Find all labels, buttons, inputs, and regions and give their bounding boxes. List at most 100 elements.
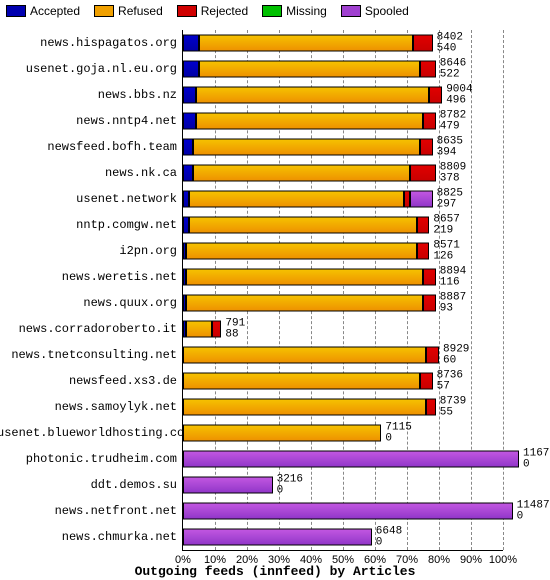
legend-swatch: [94, 5, 114, 17]
bar-row: news.hispagatos.org8402540: [183, 30, 503, 56]
bar-group: 79188: [183, 321, 221, 338]
bar-row: newsfeed.bofh.team8635394: [183, 134, 503, 160]
bar-row: nntp.comgw.net8657219: [183, 212, 503, 238]
legend-label: Rejected: [201, 4, 248, 18]
bar-seg-refused: [199, 61, 420, 78]
bar-group: 8782479: [183, 113, 436, 130]
bar-seg-refused: [186, 295, 423, 312]
bar-value-2: 394: [437, 147, 463, 158]
bar-group: 8571126: [183, 243, 429, 260]
bar-value-labels: 8571126: [429, 240, 459, 262]
bar-value-labels: 79188: [221, 318, 245, 340]
legend-item: Spooled: [341, 4, 409, 18]
bar-value-labels: 8402540: [433, 32, 463, 54]
y-label: newsfeed.xs3.de: [0, 374, 177, 388]
bar-seg-refused: [183, 399, 426, 416]
bar-seg-refused: [189, 191, 403, 208]
bar-seg-rejected: [420, 61, 436, 78]
bar-seg-rejected: [420, 139, 433, 156]
bar-seg-rejected: [423, 113, 436, 130]
bar-value-2: 88: [225, 329, 245, 340]
bar-value-labels: 114870: [513, 500, 550, 522]
bar-group: 9004496: [183, 87, 442, 104]
plot-area: 0%10%20%30%40%50%60%70%80%90%100%news.hi…: [182, 30, 503, 551]
bar-seg-rejected: [429, 87, 442, 104]
legend-label: Missing: [286, 4, 327, 18]
bar-seg-refused: [199, 35, 413, 52]
bar-seg-rejected: [410, 165, 436, 182]
bar-row: usenet.blueworldhosting.com71150: [183, 420, 503, 446]
bar-value-labels: 8825297: [433, 188, 463, 210]
bar-value-labels: 32160: [273, 474, 303, 496]
bar-seg-accepted: [183, 35, 199, 52]
y-label: news.nk.ca: [0, 166, 177, 180]
bar-row: news.corradoroberto.it79188: [183, 316, 503, 342]
bar-value-2: 60: [443, 355, 469, 366]
y-label: news.corradoroberto.it: [0, 322, 177, 336]
bar-group: 8825297: [183, 191, 433, 208]
bar-row: i2pn.org8571126: [183, 238, 503, 264]
bar-seg-rejected: [423, 269, 436, 286]
bar-group: 8809378: [183, 165, 436, 182]
legend-swatch: [177, 5, 197, 17]
bar-value-labels: 873657: [433, 370, 463, 392]
legend-item: Refused: [94, 4, 163, 18]
legend-swatch: [341, 5, 361, 17]
bar-value-labels: 888793: [436, 292, 466, 314]
legend-label: Spooled: [365, 4, 409, 18]
bar-seg-rejected: [426, 347, 439, 364]
bar-seg-refused: [183, 347, 426, 364]
bar-group: 71150: [183, 425, 381, 442]
bar-seg-refused: [183, 425, 381, 442]
bar-value-labels: 8782479: [436, 110, 466, 132]
bar-row: news.chmurka.net66480: [183, 524, 503, 550]
bar-value-2: 219: [433, 225, 459, 236]
bar-row: photonic.trudheim.com116790: [183, 446, 503, 472]
chart-frame: Accepted Refused Rejected Missing Spooled 0%…: [0, 0, 550, 580]
bar-seg-accepted: [183, 87, 196, 104]
bar-row: news.quux.org888793: [183, 290, 503, 316]
bar-seg-rejected: [420, 373, 433, 390]
bar-seg-rejected: [417, 217, 430, 234]
legend-item: Accepted: [6, 4, 80, 18]
bar-seg-refused: [196, 87, 430, 104]
bar-seg-rejected: [413, 35, 432, 52]
bar-seg-spooled: [410, 191, 432, 208]
bar-value-2: 297: [437, 199, 463, 210]
bar-value-labels: 8657219: [429, 214, 459, 236]
bar-seg-rejected: [212, 321, 222, 338]
y-label: i2pn.org: [0, 244, 177, 258]
bar-value-2: 0: [517, 511, 550, 522]
bar-seg-rejected: [426, 399, 436, 416]
bar-group: 8894116: [183, 269, 436, 286]
bar-seg-refused: [183, 373, 420, 390]
legend-item: Rejected: [177, 4, 248, 18]
bar-value-2: 378: [440, 173, 466, 184]
bar-row: usenet.network8825297: [183, 186, 503, 212]
bar-seg-spooled: [183, 503, 513, 520]
y-label: news.weretis.net: [0, 270, 177, 284]
bar-row: news.nntp4.net8782479: [183, 108, 503, 134]
bar-seg-refused: [186, 243, 416, 260]
y-label: news.bbs.nz: [0, 88, 177, 102]
bar-row: news.tnetconsulting.net892960: [183, 342, 503, 368]
y-label: ddt.demos.su: [0, 478, 177, 492]
bar-value-2: 55: [440, 407, 466, 418]
y-label: news.chmurka.net: [0, 530, 177, 544]
legend-label: Accepted: [30, 4, 80, 18]
bar-value-labels: 892960: [439, 344, 469, 366]
bar-seg-refused: [186, 269, 423, 286]
bar-group: 8646522: [183, 61, 436, 78]
bar-seg-accepted: [183, 61, 199, 78]
legend: Accepted Refused Rejected Missing Spooled: [6, 4, 409, 18]
bar-group: 888793: [183, 295, 436, 312]
bar-group: 114870: [183, 503, 513, 520]
bar-value-labels: 8894116: [436, 266, 466, 288]
bar-row: news.nk.ca8809378: [183, 160, 503, 186]
legend-swatch: [6, 5, 26, 17]
bar-seg-refused: [196, 113, 423, 130]
y-label: nntp.comgw.net: [0, 218, 177, 232]
bar-seg-spooled: [183, 477, 273, 494]
y-label: newsfeed.bofh.team: [0, 140, 177, 154]
bar-value-labels: 8635394: [433, 136, 463, 158]
